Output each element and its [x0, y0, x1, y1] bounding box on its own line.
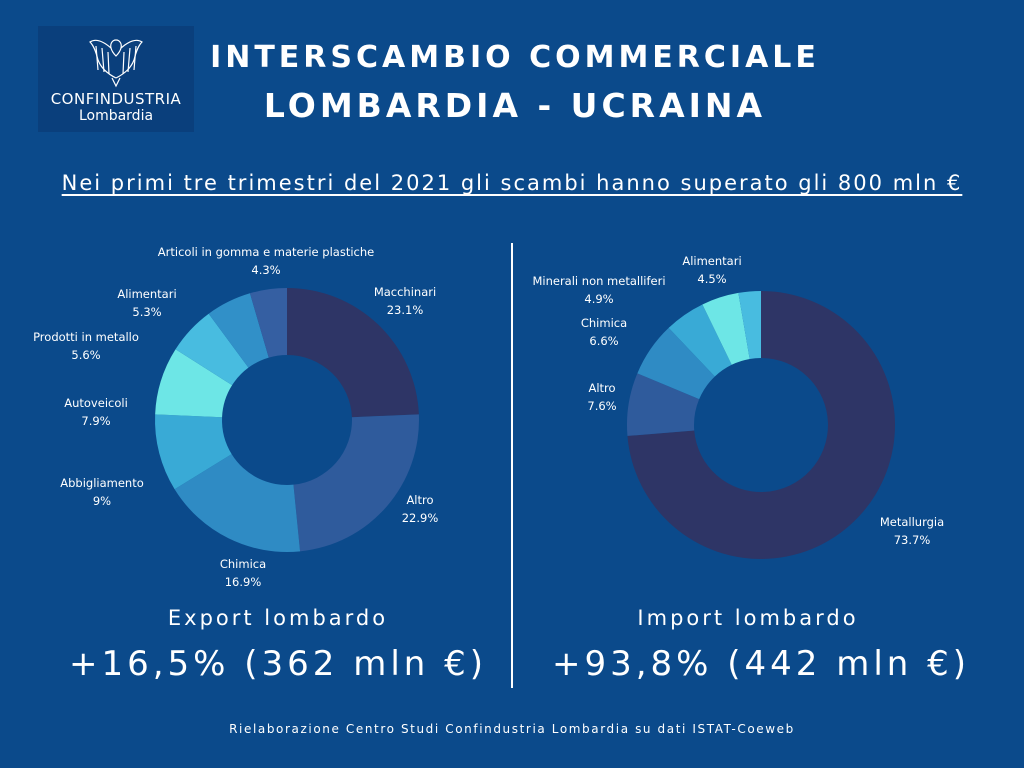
- logo-line2: Lombardia: [78, 108, 154, 124]
- import-slice-altro: [627, 373, 700, 436]
- source-note: Rielaborazione Centro Studi Confindustri…: [229, 722, 795, 736]
- export-label-autoveicoli: Autoveicoli 7.9%: [64, 396, 128, 428]
- export-slice-altro: [293, 414, 420, 552]
- export-slice-autoveicoli: [155, 349, 233, 418]
- logo: CONFINDUSTRIA Lombardia: [38, 26, 194, 132]
- import-slice-alimentari: [702, 292, 750, 365]
- eagle-emblem-icon: [89, 39, 143, 88]
- import-section-label: Import lombardo: [637, 606, 859, 630]
- title-line2: LOMBARDIA - UCRAINA: [263, 86, 767, 125]
- import-label-alimentari: Alimentari 4.5%: [682, 254, 742, 286]
- import-slice-chimica: [637, 327, 715, 400]
- export-label-alimentari: Alimentari 5.3%: [117, 287, 177, 319]
- import-slice-other-5: [738, 291, 761, 359]
- divider: [511, 243, 513, 688]
- import-slice-metallurgia: [627, 291, 895, 559]
- export-slice-macchinari: [287, 288, 419, 418]
- import-slice-minerali-non-metalliferi: [668, 304, 732, 377]
- import-label-metallurgia: Metallurgia 73.7%: [879, 515, 945, 547]
- import-value: +93,8% (442 mln €): [551, 644, 971, 684]
- export-label-macchinari: Macchinari 23.1%: [373, 285, 437, 317]
- import-label-chimica: Chimica 6.6%: [580, 316, 628, 348]
- export-slice-prodotti-in-metallo: [175, 313, 249, 386]
- export-value: +16,5% (362 mln €): [68, 644, 488, 684]
- title-line1: INTERSCAMBIO COMMERCIALE: [210, 40, 820, 75]
- export-slice-chimica: [174, 454, 301, 552]
- export-slice-alimentari: [208, 293, 269, 368]
- export-slice-articoli-in-gomma-e-materie-plastiche: [249, 288, 287, 358]
- import-label-altro: Altro 7.6%: [587, 381, 617, 413]
- export-label-prodotti-metallo: Prodotti in metallo 5.6%: [33, 330, 139, 362]
- export-section-label: Export lombardo: [167, 606, 389, 630]
- export-label-abbigliamento: Abbigliamento 9%: [60, 476, 144, 508]
- export-label-gomma-plastiche: Articoli in gomma e materie plastiche 4.3…: [157, 245, 375, 277]
- subtitle: Nei primi tre trimestri del 2021 gli sca…: [61, 171, 963, 195]
- export-slice-abbigliamento: [155, 414, 232, 490]
- export-label-chimica: Chimica 16.9%: [219, 557, 267, 589]
- logo-line1: CONFINDUSTRIA: [50, 90, 182, 108]
- import-label-minerali: Minerali non metalliferi 4.9%: [532, 274, 666, 306]
- export-label-altro: Altro 22.9%: [401, 493, 439, 525]
